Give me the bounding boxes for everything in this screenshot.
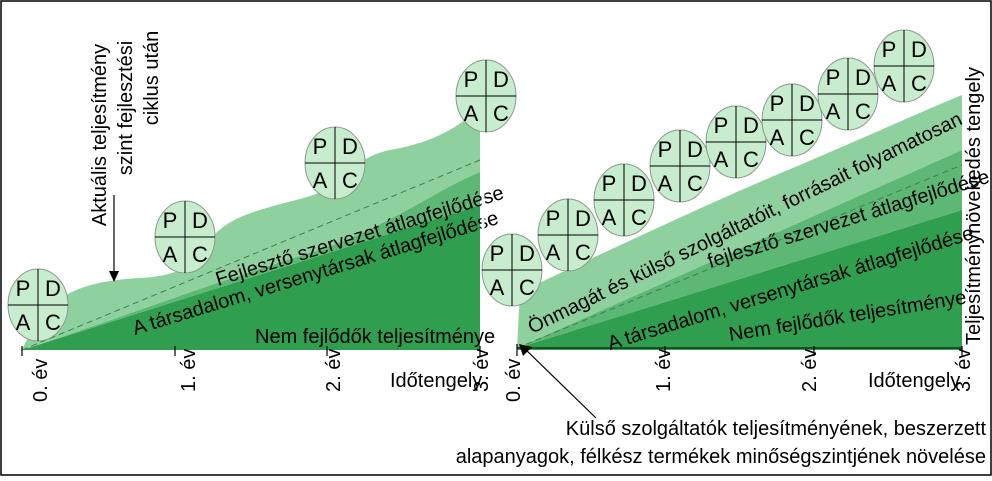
- pdca-letter-c: C: [519, 275, 535, 300]
- right-tick-label-3: 3. év: [953, 349, 975, 392]
- annotation-line2: szint fejlesztési: [115, 41, 137, 176]
- pdca-letter-a: A: [163, 242, 178, 267]
- annotation-line1: Aktuális teljesítmény: [89, 44, 111, 226]
- pdca-letter-p: P: [826, 65, 841, 90]
- right-tick-label-1: 1. év: [653, 349, 675, 392]
- pdca-circle: P DA C: [761, 83, 823, 157]
- pdca-letter-a: A: [490, 275, 505, 300]
- left-x-ticks: 0. év 1. év 2. év 3. év: [21, 346, 493, 402]
- pdca-letter-c: C: [493, 101, 509, 126]
- pdca-circle: P DA C: [481, 233, 543, 307]
- pdca-circle: P DA C: [154, 200, 216, 274]
- pdca-letter-d: D: [799, 91, 815, 116]
- bottom-note-line2: alapanyagok, félkész termékek minőségszi…: [456, 446, 986, 468]
- pdca-letter-p: P: [714, 113, 729, 138]
- left-x-axis-title: Időtengely: [390, 370, 482, 392]
- pdca-letter-p: P: [602, 171, 617, 196]
- pdca-circle: P DA C: [873, 29, 935, 103]
- pdca-circle: P DA C: [455, 59, 517, 133]
- right-y-axis-title: Teljesítménynövekedés tengely: [963, 67, 985, 345]
- pdca-letter-p: P: [16, 276, 31, 301]
- pdca-letter-c: C: [342, 168, 358, 193]
- note-arrow-head: [519, 344, 532, 356]
- annotation-line3: ciklus után: [141, 31, 163, 126]
- note-arrow-line: [523, 347, 597, 419]
- pdca-letter-p: P: [313, 134, 328, 159]
- pdca-letter-a: A: [658, 171, 673, 196]
- pdca-circle: P DA C: [304, 126, 366, 200]
- pdca-letter-p: P: [163, 208, 178, 233]
- pdca-letter-p: P: [546, 206, 561, 231]
- pdca-letter-d: D: [493, 67, 509, 92]
- pdca-letter-a: A: [826, 99, 841, 124]
- pdca-letter-a: A: [714, 147, 729, 172]
- left-tick-label-3: 3. év: [471, 349, 493, 392]
- right-average-dashed-line: [516, 164, 963, 349]
- right-x-axis-title: Időtengely: [868, 370, 960, 392]
- pdca-letter-d: D: [631, 171, 647, 196]
- pdca-letter-c: C: [631, 205, 647, 230]
- annotation-arrow-head: [109, 271, 119, 282]
- pdca-letter-p: P: [464, 67, 479, 92]
- pdca-letter-a: A: [313, 168, 328, 193]
- left-average-dashed-line: [21, 159, 481, 351]
- pdca-letter-d: D: [519, 241, 535, 266]
- pdca-circles: P DA CP DA CP DA CP DA CP DA CP DA CP DA CP DA CP DA CP DA C…: [7, 29, 935, 342]
- right-band-developing: [517, 95, 962, 348]
- pdca-letter-c: C: [911, 71, 927, 96]
- pdca-circle: P DA C: [705, 105, 767, 179]
- pdca-letter-p: P: [658, 137, 673, 162]
- pdca-letter-d: D: [192, 208, 208, 233]
- right-x-ticks: 0. év 1. év 2. év 3. év: [503, 344, 975, 402]
- pdca-letter-d: D: [743, 113, 759, 138]
- left-band-developing: [22, 108, 480, 350]
- bottom-note-line1: Külső szolgáltatók teljesítményének, bes…: [566, 418, 987, 440]
- pdca-letter-d: D: [575, 206, 591, 231]
- pdca-letter-c: C: [799, 125, 815, 150]
- pdca-letter-a: A: [770, 125, 785, 150]
- pdca-letter-p: P: [490, 241, 505, 266]
- pdca-letter-c: C: [45, 310, 61, 335]
- right-tick-label-0: 0. év: [503, 359, 525, 402]
- pdca-letter-a: A: [464, 101, 479, 126]
- pdca-letter-a: A: [546, 240, 561, 265]
- pdca-letter-c: C: [575, 240, 591, 265]
- left-label-nonimproving: Nem fejlődők teljesítménye: [255, 326, 495, 348]
- pdca-letter-p: P: [882, 37, 897, 62]
- pdca-letter-p: P: [770, 91, 785, 116]
- pdca-letter-d: D: [911, 37, 927, 62]
- left-tick-label-2: 2. év: [323, 349, 345, 392]
- pdca-letter-c: C: [855, 99, 871, 124]
- left-panel: Aktuális teljesítmény szint fejlesztési …: [21, 31, 507, 402]
- right-band-nonimproving: [517, 210, 962, 350]
- pdca-letter-a: A: [882, 71, 897, 96]
- pdca-circle: P DA C: [7, 268, 69, 342]
- pdca-letter-a: A: [602, 205, 617, 230]
- left-tick-label-1: 1. év: [178, 349, 200, 392]
- pdca-circle: P DA C: [593, 163, 655, 237]
- pdca-circle: P DA C: [537, 198, 599, 272]
- pdca-letter-c: C: [687, 171, 703, 196]
- pdca-letter-d: D: [342, 134, 358, 159]
- pdca-letter-d: D: [855, 65, 871, 90]
- pdca-circle: P DA C: [649, 129, 711, 203]
- right-tick-label-2: 2. év: [799, 349, 821, 392]
- pdca-letter-d: D: [45, 276, 61, 301]
- pdca-letter-c: C: [192, 242, 208, 267]
- pdca-letter-c: C: [743, 147, 759, 172]
- pdca-circle: P DA C: [817, 57, 879, 131]
- pdca-letter-a: A: [16, 310, 31, 335]
- pdca-letter-d: D: [687, 137, 703, 162]
- left-tick-label-0: 0. év: [30, 359, 52, 402]
